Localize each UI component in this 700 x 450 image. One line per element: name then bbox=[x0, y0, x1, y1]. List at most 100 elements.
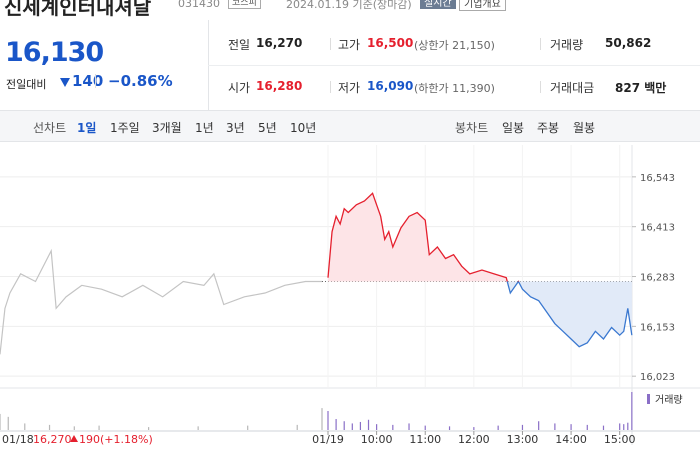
volume-bar bbox=[335, 419, 337, 430]
summary-label: 전일 bbox=[228, 38, 251, 52]
summary-value: 16,090 bbox=[367, 79, 414, 93]
summary-value: 16,270 bbox=[256, 36, 303, 50]
summary-note: (하한가 11,390) bbox=[414, 82, 495, 95]
candle-tab[interactable]: 월봉 bbox=[573, 121, 596, 135]
divider bbox=[330, 38, 331, 50]
volume-bar bbox=[148, 427, 150, 430]
volume-bar bbox=[376, 424, 378, 430]
candle-tab[interactable]: 일봉 bbox=[502, 121, 525, 135]
period-tab[interactable]: 1주일 bbox=[110, 121, 140, 135]
tab-bar: 선차트 1일 1주일 3개월 1년 3년 5년 10년 봉차트 일봉 주봉 월봉 bbox=[0, 110, 700, 142]
tab-label: 선차트 bbox=[33, 121, 67, 135]
legend-label: 거래량 bbox=[655, 394, 683, 406]
divider bbox=[540, 81, 541, 93]
volume-bar bbox=[570, 424, 572, 430]
y-tick-label: 16,153 bbox=[640, 322, 675, 333]
realtime-button[interactable]: 실시간 bbox=[420, 0, 456, 9]
date: 2024.01.19 기준(장마감) bbox=[286, 0, 412, 11]
down-arrow bbox=[60, 78, 70, 87]
summary-value: 16,500 bbox=[367, 36, 414, 50]
volume-bar bbox=[448, 426, 451, 430]
volume-bar bbox=[296, 424, 298, 430]
period-tab[interactable]: 5년 bbox=[258, 121, 277, 135]
summary-label: 거래량 bbox=[550, 38, 584, 52]
period-tab[interactable]: 1년 bbox=[195, 121, 214, 135]
volume-bar bbox=[321, 408, 323, 430]
down-arrow-shape bbox=[60, 78, 70, 87]
volume-bar bbox=[623, 424, 625, 430]
period-tab[interactable]: 1일 bbox=[77, 121, 97, 135]
chart: 16,543 16,413 16,283 16,153 16,023 01/19 10:00… bbox=[0, 145, 700, 446]
prev-change: 190 bbox=[79, 433, 100, 446]
volume-bar bbox=[98, 425, 100, 430]
price-line bbox=[327, 192, 633, 348]
period-tab[interactable]: 3년 bbox=[226, 121, 245, 135]
volume-bar bbox=[351, 423, 353, 430]
volume-bar bbox=[343, 421, 345, 430]
x-tick-label: 01/19 bbox=[312, 433, 344, 446]
volume-bar bbox=[0, 413, 1, 430]
prev-close: 16,270 bbox=[33, 433, 72, 446]
change-rate: −0.86% bbox=[108, 72, 173, 90]
candle-tab[interactable]: 주봉 bbox=[537, 121, 560, 135]
volume-bar bbox=[247, 425, 249, 430]
volume-bar bbox=[631, 392, 633, 430]
tab-label: 봉차트 bbox=[455, 121, 489, 135]
summary-label: 고가 bbox=[338, 38, 361, 52]
summary-value: 827 백만 bbox=[615, 81, 667, 95]
x-tick-label: 11:00 bbox=[409, 433, 441, 446]
company-info-button[interactable]: 기업개요 bbox=[459, 0, 506, 11]
y-tick-label: 16,543 bbox=[640, 173, 675, 184]
summary-value: 50,862 bbox=[605, 36, 652, 50]
prev-date: 01/18 bbox=[2, 433, 34, 446]
volume-bar bbox=[408, 423, 410, 430]
period-tab[interactable]: 10년 bbox=[290, 121, 317, 135]
volume-bar bbox=[73, 426, 75, 430]
x-tick-label: 14:00 bbox=[555, 433, 587, 446]
prev-line bbox=[0, 248, 322, 355]
summary-label: 시가 bbox=[228, 81, 251, 95]
change-label: 전일대비 bbox=[6, 78, 47, 91]
up-arrow bbox=[70, 435, 78, 442]
divider bbox=[95, 74, 96, 88]
volume-bar bbox=[619, 423, 621, 430]
volume-bar bbox=[497, 425, 499, 430]
volume-bar bbox=[327, 411, 329, 430]
volume-bar bbox=[554, 423, 556, 430]
volume-bar bbox=[392, 424, 394, 430]
volume-bar bbox=[197, 426, 199, 430]
summary-label: 저가 bbox=[338, 81, 361, 95]
divider bbox=[540, 38, 541, 50]
summary-note: (상한가 21,150) bbox=[414, 39, 495, 52]
stock-code: 031430 bbox=[178, 0, 220, 10]
y-tick-label: 16,413 bbox=[640, 223, 675, 234]
x-tick-label: 12:00 bbox=[458, 433, 490, 446]
stock-name: 신세계인터내셔날 bbox=[4, 0, 152, 19]
legend-swatch bbox=[647, 394, 650, 404]
summary-value: 16,280 bbox=[256, 79, 303, 93]
market-badge: 코스피 bbox=[228, 0, 261, 9]
volume-bar bbox=[473, 427, 475, 430]
volume-bar bbox=[602, 425, 605, 430]
current-price: 16,130 bbox=[5, 37, 104, 68]
volume-bar bbox=[627, 422, 629, 430]
period-tab[interactable]: 3개월 bbox=[152, 121, 182, 135]
price-area bbox=[328, 193, 632, 347]
row-divider bbox=[208, 65, 700, 66]
divider bbox=[330, 81, 331, 93]
volume-bar bbox=[538, 421, 540, 430]
volume-bar bbox=[7, 416, 9, 430]
volume-bar bbox=[24, 423, 26, 430]
volume-bar bbox=[521, 424, 524, 430]
volume-bar bbox=[586, 424, 588, 430]
y-tick-label: 16,283 bbox=[640, 273, 675, 284]
x-tick-label: 15:00 bbox=[604, 433, 636, 446]
prev-rate: (+1.18%) bbox=[100, 433, 153, 446]
volume-bar bbox=[424, 425, 426, 430]
volume-bar bbox=[359, 421, 362, 430]
change: 140 bbox=[72, 72, 104, 90]
x-tick-label: 10:00 bbox=[361, 433, 393, 446]
y-tick-label: 16,023 bbox=[640, 372, 675, 383]
volume-bar bbox=[367, 419, 370, 430]
